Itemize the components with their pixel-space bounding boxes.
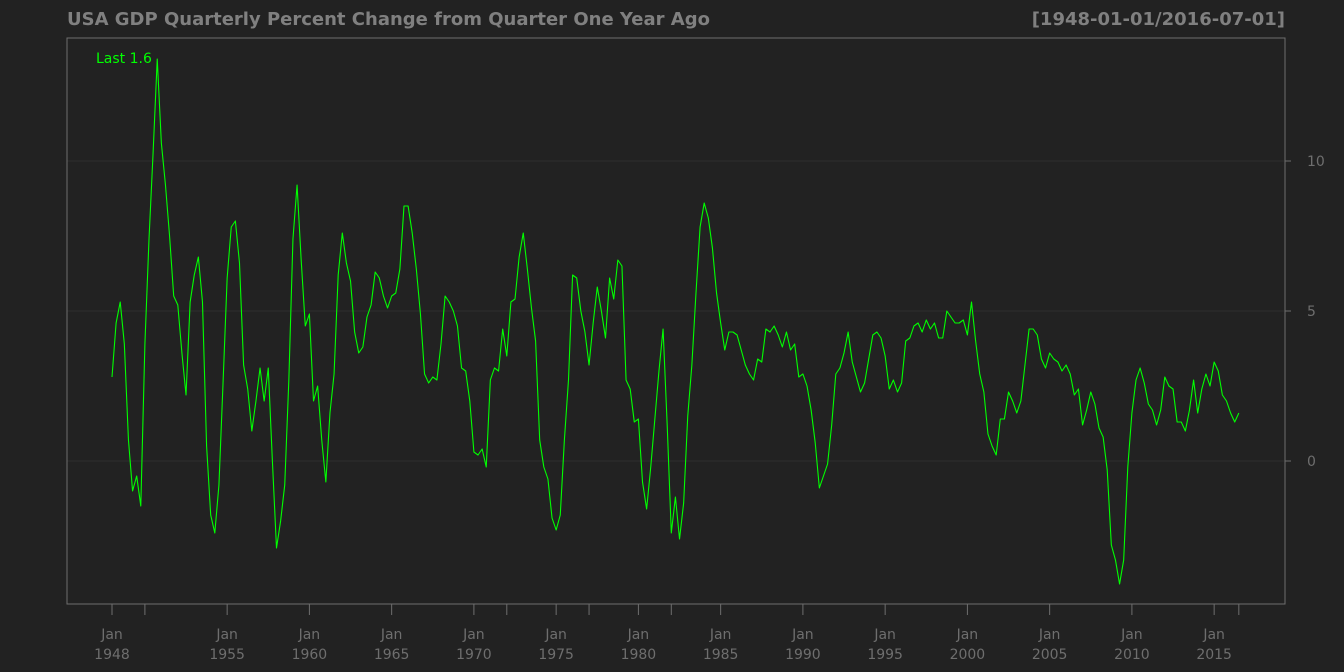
x-tick-month-label: Jan [380, 627, 403, 643]
x-axis: Jan 1948 Jan 1955 Jan 1960 Jan 1965 Jan 1970 Jan 19… [94, 604, 1240, 663]
x-tick-month-label: Jan [627, 627, 650, 643]
last-value-label: Last 1.6 [96, 51, 152, 67]
x-tick-month-label: Jan [1202, 627, 1225, 643]
x-tick-year-label: 2010 [1114, 647, 1150, 663]
gdp-series-line [111, 58, 1240, 585]
x-tick-year-label: 1995 [867, 647, 903, 663]
x-tick-year-label: 1985 [703, 647, 739, 663]
x-tick-month-label: Jan [544, 627, 567, 643]
x-tick-month-label: Jan [709, 627, 732, 643]
x-tick-month-label: Jan [462, 627, 485, 643]
y-tick-label: 0 [1307, 454, 1316, 470]
x-tick-year-label: 1975 [538, 647, 574, 663]
x-tick-month-label: Jan [956, 627, 979, 643]
x-tick-month-label: Jan [791, 627, 814, 643]
x-tick-year-label: 1970 [456, 647, 492, 663]
x-tick-year-label: 2015 [1196, 647, 1232, 663]
x-tick-month-label: Jan [873, 627, 896, 643]
grid-lines [67, 160, 1285, 462]
x-tick-year-label: 1965 [374, 647, 410, 663]
x-tick-year-label: 1990 [785, 647, 821, 663]
x-tick-month-label: Jan [1038, 627, 1061, 643]
x-tick-month-label: Jan [298, 627, 321, 643]
x-tick-year-label: 1948 [94, 647, 130, 663]
x-tick-year-label: 2000 [950, 647, 986, 663]
chart-title: USA GDP Quarterly Percent Change from Qu… [67, 9, 710, 30]
y-axis: 0 5 10 [1285, 154, 1325, 470]
y-tick-label: 5 [1307, 304, 1316, 320]
x-tick-year-label: 1960 [292, 647, 328, 663]
x-tick-year-label: 1980 [621, 647, 657, 663]
x-tick-year-label: 1955 [209, 647, 245, 663]
x-tick-month-label: Jan [215, 627, 238, 643]
x-tick-month-label: Jan [1120, 627, 1143, 643]
y-tick-label: 10 [1307, 154, 1325, 170]
x-tick-month-label: Jan [100, 627, 123, 643]
date-range-label: [1948-01-01/2016-07-01] [1032, 9, 1285, 30]
x-tick-year-label: 2005 [1032, 647, 1068, 663]
plot-frame [66, 37, 1286, 605]
